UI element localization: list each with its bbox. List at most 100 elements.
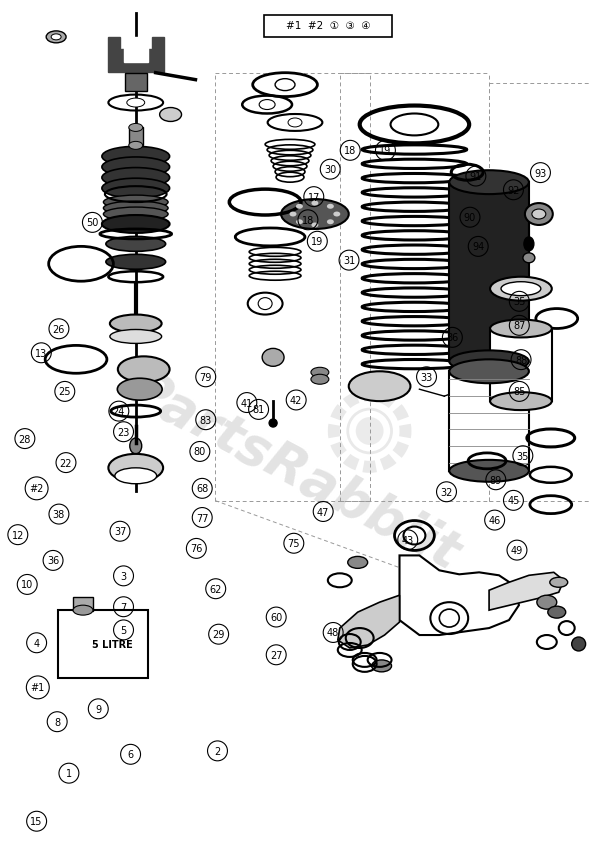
Text: 37: 37 xyxy=(114,527,126,536)
FancyBboxPatch shape xyxy=(125,73,147,91)
Text: 18: 18 xyxy=(344,146,356,156)
Ellipse shape xyxy=(103,196,168,210)
Text: 5: 5 xyxy=(120,625,127,635)
Text: 19: 19 xyxy=(379,146,392,156)
FancyBboxPatch shape xyxy=(129,128,143,146)
Ellipse shape xyxy=(117,379,162,400)
Ellipse shape xyxy=(404,527,425,545)
Text: 91: 91 xyxy=(470,172,482,182)
Text: 29: 29 xyxy=(212,629,225,640)
Ellipse shape xyxy=(572,637,586,651)
Text: 2: 2 xyxy=(214,746,221,756)
Ellipse shape xyxy=(106,237,166,252)
Ellipse shape xyxy=(548,606,566,618)
Text: 4: 4 xyxy=(34,638,40,648)
Ellipse shape xyxy=(372,660,392,672)
Text: #1  #2  ①  ③  ④: #1 #2 ① ③ ④ xyxy=(286,21,370,31)
Ellipse shape xyxy=(110,330,162,344)
Ellipse shape xyxy=(490,277,552,301)
Text: 76: 76 xyxy=(190,544,202,554)
Text: 75: 75 xyxy=(287,539,300,548)
Text: 60: 60 xyxy=(270,612,283,623)
Text: 23: 23 xyxy=(117,427,130,437)
FancyBboxPatch shape xyxy=(264,16,392,38)
Wedge shape xyxy=(392,405,409,421)
Text: 88: 88 xyxy=(515,356,527,365)
Ellipse shape xyxy=(281,200,349,230)
Text: 10: 10 xyxy=(21,579,34,590)
Ellipse shape xyxy=(296,205,303,209)
Text: 8: 8 xyxy=(54,717,60,727)
Text: 18: 18 xyxy=(302,215,314,226)
Wedge shape xyxy=(343,455,359,471)
Text: #2: #2 xyxy=(30,484,44,493)
Text: 33: 33 xyxy=(421,372,432,382)
Text: 26: 26 xyxy=(53,325,65,334)
Ellipse shape xyxy=(311,368,329,378)
Text: PartsRabbiit: PartsRabbiit xyxy=(121,362,469,580)
Ellipse shape xyxy=(525,204,553,226)
Text: 87: 87 xyxy=(513,321,526,331)
Text: 19: 19 xyxy=(311,237,323,247)
Wedge shape xyxy=(330,442,347,458)
Text: 45: 45 xyxy=(507,496,520,505)
Text: 42: 42 xyxy=(290,395,302,406)
PathPatch shape xyxy=(489,573,563,610)
Text: 35: 35 xyxy=(517,451,529,461)
Ellipse shape xyxy=(130,438,142,455)
Ellipse shape xyxy=(103,201,168,216)
Text: 50: 50 xyxy=(86,218,99,228)
Text: 15: 15 xyxy=(31,816,43,827)
Ellipse shape xyxy=(109,455,163,482)
Ellipse shape xyxy=(73,605,93,616)
Ellipse shape xyxy=(349,372,411,402)
Text: 24: 24 xyxy=(113,406,125,417)
Ellipse shape xyxy=(127,99,145,108)
Ellipse shape xyxy=(333,213,340,217)
Text: 30: 30 xyxy=(324,165,336,175)
Text: 86: 86 xyxy=(446,333,458,343)
Ellipse shape xyxy=(118,357,169,383)
Text: 25: 25 xyxy=(58,387,71,397)
Text: 6: 6 xyxy=(127,749,134,759)
Text: 85: 85 xyxy=(513,387,526,397)
Text: 68: 68 xyxy=(196,484,208,493)
Text: 46: 46 xyxy=(489,516,501,525)
Ellipse shape xyxy=(275,79,295,91)
FancyBboxPatch shape xyxy=(58,610,148,678)
Text: 31: 31 xyxy=(343,256,355,266)
Ellipse shape xyxy=(490,320,552,338)
Text: 62: 62 xyxy=(209,584,222,594)
Wedge shape xyxy=(362,390,377,402)
Text: 32: 32 xyxy=(440,487,453,497)
Ellipse shape xyxy=(129,124,143,133)
Text: 3: 3 xyxy=(120,571,127,581)
Ellipse shape xyxy=(106,255,166,270)
Text: 83: 83 xyxy=(199,415,212,425)
Wedge shape xyxy=(343,393,359,409)
Text: 47: 47 xyxy=(317,507,329,517)
Text: #1: #1 xyxy=(31,683,45,692)
Ellipse shape xyxy=(327,205,334,209)
Text: 93: 93 xyxy=(535,169,546,178)
Ellipse shape xyxy=(129,142,143,150)
Wedge shape xyxy=(328,424,340,439)
FancyBboxPatch shape xyxy=(449,183,529,362)
Ellipse shape xyxy=(262,349,284,367)
Ellipse shape xyxy=(290,213,297,217)
Text: 90: 90 xyxy=(464,213,476,223)
Text: 22: 22 xyxy=(60,458,72,468)
PathPatch shape xyxy=(338,596,399,648)
Wedge shape xyxy=(392,442,409,458)
Text: 28: 28 xyxy=(19,434,31,444)
Text: 17: 17 xyxy=(307,192,320,202)
Ellipse shape xyxy=(523,253,535,263)
Ellipse shape xyxy=(102,179,169,199)
Ellipse shape xyxy=(259,101,275,110)
Ellipse shape xyxy=(449,171,529,195)
Text: 79: 79 xyxy=(199,372,212,382)
Text: 27: 27 xyxy=(270,650,283,660)
Text: 49: 49 xyxy=(511,546,523,555)
Ellipse shape xyxy=(449,351,529,373)
Wedge shape xyxy=(362,461,377,474)
